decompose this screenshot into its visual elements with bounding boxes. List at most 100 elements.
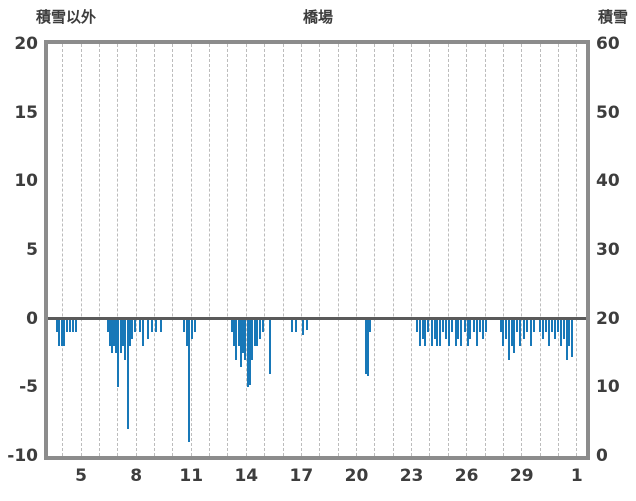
data-bar <box>548 319 551 347</box>
data-bar <box>146 319 149 340</box>
x-axis-label: 20 <box>344 466 369 486</box>
data-bar <box>510 319 513 347</box>
x-axis-label: 8 <box>130 466 143 486</box>
data-bar <box>232 319 235 347</box>
data-bar <box>60 319 63 347</box>
data-bar <box>159 319 162 333</box>
vertical-gridline <box>153 44 155 456</box>
data-bar <box>305 319 308 330</box>
data-bar <box>113 319 116 347</box>
vertical-gridline <box>447 44 449 456</box>
data-bar <box>182 319 185 333</box>
vertical-gridline <box>539 44 541 456</box>
vertical-gridline <box>392 44 394 456</box>
data-bar <box>433 319 436 340</box>
data-bar <box>115 319 118 353</box>
y-axis-label-right: 60 <box>596 34 620 54</box>
y-axis-label-left: 15 <box>14 102 38 123</box>
data-bar <box>560 319 563 347</box>
data-bar <box>253 319 256 347</box>
data-bar <box>439 319 442 347</box>
y-axis-label-right: 40 <box>596 171 620 192</box>
zero-axis-line <box>48 317 586 321</box>
data-bar <box>117 319 120 388</box>
vertical-gridline <box>172 44 174 456</box>
data-bar <box>445 319 448 340</box>
data-bar <box>150 319 153 333</box>
vertical-gridline <box>484 44 486 456</box>
data-bar <box>502 319 505 347</box>
data-bar <box>291 319 294 333</box>
data-bar <box>557 319 560 333</box>
y-axis-label-left: 5 <box>26 240 38 260</box>
y-axis-label-left: 10 <box>14 171 38 192</box>
data-bar <box>138 319 141 333</box>
y-axis-label-left: 20 <box>14 34 38 54</box>
y-axis-label-right: 30 <box>596 240 620 260</box>
vertical-gridline <box>355 44 357 456</box>
data-bar <box>302 319 305 336</box>
data-bar <box>571 319 574 358</box>
vertical-gridline <box>411 44 413 456</box>
data-bar <box>529 319 532 347</box>
data-bar <box>256 319 259 347</box>
data-bar <box>448 319 451 347</box>
vertical-gridline <box>117 44 119 456</box>
data-bar <box>134 319 137 333</box>
plot-area <box>44 40 590 460</box>
data-bar <box>190 319 193 340</box>
x-axis-label: 1 <box>570 466 583 486</box>
y-axis-label-left: 0 <box>26 308 38 329</box>
y-axis-label-right: 50 <box>596 102 620 123</box>
data-bar <box>478 319 481 333</box>
data-bar <box>63 319 66 347</box>
data-bar <box>106 319 109 333</box>
data-bar <box>259 319 262 340</box>
vertical-gridline <box>576 44 578 456</box>
data-bar <box>427 319 430 333</box>
data-bar <box>244 319 247 360</box>
data-bar <box>472 319 475 333</box>
data-bar <box>421 319 424 340</box>
vertical-gridline <box>282 44 284 456</box>
data-bar <box>430 319 433 347</box>
data-bar <box>551 319 554 333</box>
vertical-gridline <box>466 44 468 456</box>
data-bar <box>242 319 244 353</box>
data-bar <box>108 319 111 347</box>
data-bar <box>230 319 233 333</box>
data-bar <box>482 319 485 340</box>
vertical-gridline <box>264 44 266 456</box>
data-bar <box>513 319 516 353</box>
left-axis-title: 積雪以外 <box>36 8 97 26</box>
data-bar <box>505 319 508 340</box>
data-bar <box>119 319 122 353</box>
vertical-gridline <box>80 44 82 456</box>
chart-title: 橋場 <box>302 8 334 26</box>
data-bar <box>568 319 571 347</box>
data-bar <box>110 319 113 353</box>
data-bar <box>56 319 59 333</box>
data-bar <box>484 319 487 333</box>
data-bar <box>251 319 254 360</box>
data-bar <box>522 319 525 340</box>
vertical-gridline <box>374 44 376 456</box>
data-bar <box>142 319 145 347</box>
data-bar <box>441 319 444 333</box>
vertical-gridline <box>429 44 431 456</box>
x-axis-label: 23 <box>399 466 424 486</box>
data-bar <box>65 319 68 333</box>
data-bar <box>126 319 129 429</box>
data-bar <box>237 319 240 347</box>
data-bar <box>460 319 463 347</box>
data-bar <box>294 319 297 333</box>
vertical-gridline <box>98 44 100 456</box>
data-bar <box>155 319 158 333</box>
right-axis-title: 積雪 <box>597 8 628 26</box>
data-bar <box>416 319 419 333</box>
x-axis-label: 14 <box>234 466 259 486</box>
vertical-gridline <box>319 44 321 456</box>
data-bar <box>544 319 547 333</box>
data-bar <box>499 319 502 333</box>
